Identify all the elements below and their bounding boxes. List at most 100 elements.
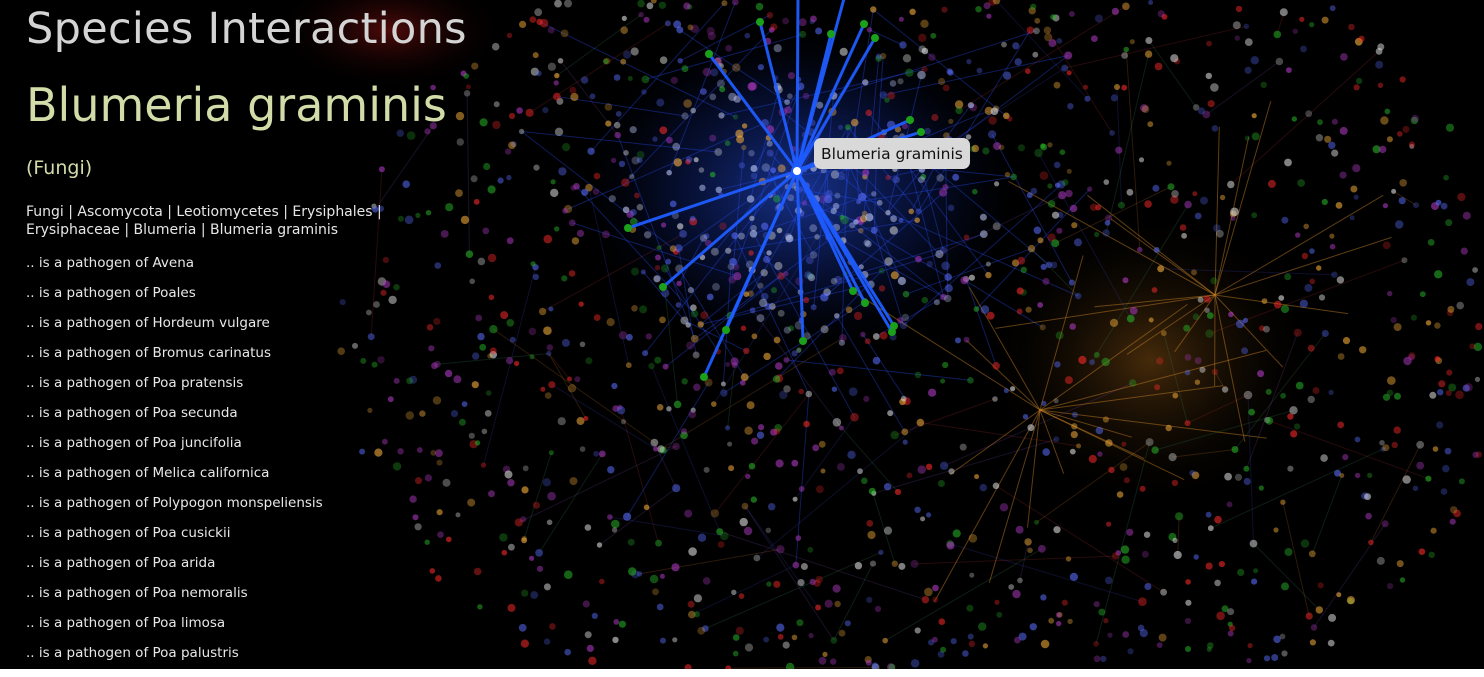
network-node bbox=[1041, 400, 1047, 406]
network-node bbox=[783, 357, 790, 363]
network-node bbox=[1157, 10, 1165, 18]
neighbor-node[interactable] bbox=[705, 50, 713, 58]
network-edge bbox=[1038, 152, 1132, 319]
interaction-item[interactable]: .. is a pathogen of Polypogon monspelien… bbox=[26, 495, 323, 511]
network-node bbox=[955, 337, 961, 344]
network-node bbox=[707, 32, 716, 40]
network-edge bbox=[1209, 259, 1405, 335]
network-node bbox=[1008, 584, 1015, 590]
network-node bbox=[787, 194, 795, 202]
interaction-item[interactable]: .. is a pathogen of Melica californica bbox=[26, 465, 270, 481]
network-node bbox=[580, 76, 589, 84]
network-edge bbox=[679, 29, 788, 103]
neighbor-node[interactable] bbox=[799, 337, 807, 345]
network-node bbox=[593, 450, 599, 457]
network-node bbox=[1034, 519, 1039, 525]
network-node bbox=[1249, 539, 1258, 548]
network-node bbox=[1284, 158, 1292, 167]
network-node bbox=[775, 362, 783, 370]
network-node bbox=[830, 170, 840, 179]
network-node bbox=[878, 267, 885, 274]
network-node bbox=[1156, 642, 1163, 648]
network-node bbox=[1261, 298, 1268, 304]
network-node bbox=[1340, 53, 1348, 61]
network-node bbox=[1207, 100, 1215, 108]
interaction-item[interactable]: .. is a pathogen of Avena bbox=[26, 255, 195, 271]
network-node bbox=[514, 360, 520, 367]
network-node bbox=[672, 442, 680, 451]
neighbor-node[interactable] bbox=[888, 328, 896, 336]
network-node bbox=[1016, 287, 1024, 295]
neighbor-node[interactable] bbox=[917, 128, 925, 136]
network-node bbox=[944, 273, 952, 281]
node-tooltip: Blumeria graminis bbox=[814, 138, 970, 169]
network-node bbox=[1154, 62, 1163, 71]
network-node bbox=[567, 384, 577, 393]
network-node bbox=[546, 519, 553, 526]
network-node bbox=[618, 160, 626, 168]
selected-node-marker[interactable] bbox=[791, 165, 803, 177]
network-node bbox=[1419, 291, 1426, 298]
network-node bbox=[1026, 26, 1035, 34]
network-node bbox=[644, 231, 652, 239]
network-node bbox=[1334, 469, 1341, 477]
neighbor-node[interactable] bbox=[860, 20, 868, 28]
network-edge bbox=[862, 334, 908, 402]
network-edge bbox=[1247, 394, 1254, 544]
network-node bbox=[576, 229, 585, 237]
network-node bbox=[1228, 311, 1234, 318]
network-node bbox=[757, 64, 765, 71]
interaction-item[interactable]: .. is a pathogen of Poa limosa bbox=[26, 615, 226, 631]
network-node bbox=[1040, 639, 1050, 649]
neighbor-node[interactable] bbox=[722, 326, 730, 334]
interaction-item[interactable]: .. is a pathogen of Poa pratensis bbox=[26, 375, 244, 391]
network-node bbox=[1039, 171, 1049, 180]
network-edge bbox=[665, 275, 782, 367]
interaction-item[interactable]: .. is a pathogen of Poa cusickii bbox=[26, 525, 231, 541]
network-node bbox=[612, 636, 619, 644]
network-node bbox=[1342, 454, 1349, 461]
network-node bbox=[536, 70, 542, 77]
network-node bbox=[506, 174, 512, 181]
interaction-item[interactable]: .. is a pathogen of Poa juncifolia bbox=[26, 435, 242, 451]
network-node bbox=[506, 319, 515, 327]
neighbor-node[interactable] bbox=[861, 299, 869, 307]
network-node bbox=[749, 307, 756, 314]
network-node bbox=[756, 314, 765, 323]
network-node bbox=[1350, 185, 1358, 193]
interaction-item[interactable]: .. is a pathogen of Hordeum vulgare bbox=[26, 315, 270, 331]
network-node bbox=[879, 91, 888, 99]
network-node bbox=[702, 577, 711, 585]
neighbor-node[interactable] bbox=[700, 373, 708, 381]
network-node bbox=[932, 584, 939, 592]
neighbor-node[interactable] bbox=[827, 30, 835, 38]
network-node bbox=[815, 27, 823, 35]
neighbor-node[interactable] bbox=[756, 18, 764, 26]
network-node bbox=[1300, 539, 1310, 548]
interaction-item[interactable]: .. is a pathogen of Bromus carinatus bbox=[26, 345, 272, 361]
neighbor-node[interactable] bbox=[659, 283, 667, 291]
network-node bbox=[1065, 189, 1073, 198]
network-node bbox=[697, 321, 704, 328]
neighbor-node[interactable] bbox=[871, 34, 879, 42]
interaction-item[interactable]: .. is a pathogen of Poa secunda bbox=[26, 405, 238, 421]
network-node bbox=[592, 188, 600, 195]
network-node bbox=[1432, 446, 1439, 452]
neighbor-node[interactable] bbox=[624, 224, 632, 232]
network-node bbox=[1025, 68, 1031, 74]
network-node bbox=[610, 157, 617, 164]
neighbor-node[interactable] bbox=[906, 116, 914, 124]
interaction-edge bbox=[702, 170, 799, 378]
network-edge bbox=[753, 86, 801, 169]
network-node bbox=[798, 388, 804, 395]
network-node bbox=[1194, 212, 1202, 220]
neighbor-node-layer[interactable] bbox=[624, 0, 925, 381]
interaction-item[interactable]: .. is a pathogen of Poa palustris bbox=[26, 645, 239, 661]
network-node bbox=[962, 650, 969, 657]
interaction-item[interactable]: .. is a pathogen of Poales bbox=[26, 285, 196, 301]
interaction-item[interactable]: .. is a pathogen of Poa arida bbox=[26, 555, 216, 571]
network-node bbox=[1055, 331, 1064, 340]
interaction-item[interactable]: .. is a pathogen of Poa nemoralis bbox=[26, 585, 248, 601]
neighbor-node[interactable] bbox=[849, 287, 857, 295]
